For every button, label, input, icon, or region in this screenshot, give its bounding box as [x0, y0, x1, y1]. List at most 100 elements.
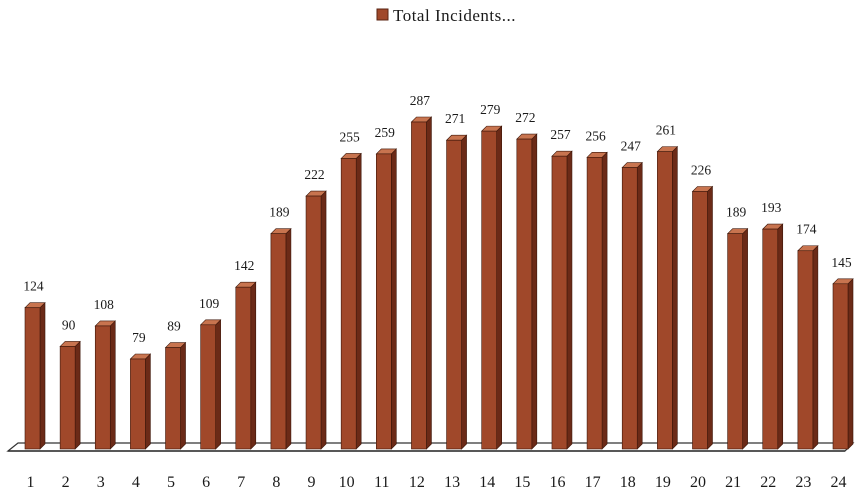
bar-3	[94, 320, 116, 450]
x-tick-19: 19	[655, 474, 671, 491]
data-label-11: 259	[375, 125, 396, 140]
data-label-12: 287	[410, 93, 431, 108]
bar-15	[516, 133, 538, 450]
data-label-4: 79	[132, 330, 146, 345]
bar-side	[180, 341, 186, 450]
bar-side	[707, 185, 713, 450]
bar-7	[235, 281, 257, 450]
x-tick-17: 17	[585, 474, 601, 491]
x-axis-tick-labels: 1 2 3 4 5 6 7 8 9 10 11 12 13 14 15 16 17 18 19 20 21 22 23 24	[27, 474, 847, 491]
bar-front	[165, 347, 181, 450]
bar-front	[551, 155, 568, 450]
bar-front	[305, 195, 322, 450]
x-tick-5: 5	[167, 474, 175, 491]
data-label-21: 189	[726, 205, 747, 220]
x-tick-2: 2	[62, 474, 70, 491]
data-label-2: 90	[62, 317, 76, 332]
bar-front	[340, 158, 357, 450]
bar-front	[446, 139, 462, 450]
data-label-23: 174	[796, 222, 817, 237]
bar-19	[656, 145, 679, 450]
x-tick-6: 6	[202, 474, 210, 491]
x-tick-24: 24	[831, 474, 847, 491]
x-tick-21: 21	[725, 474, 741, 491]
x-tick-15: 15	[514, 474, 530, 491]
data-label-8: 189	[269, 205, 290, 220]
bar-front	[797, 250, 814, 450]
x-tick-9: 9	[308, 474, 316, 491]
data-label-24: 145	[831, 255, 852, 270]
x-tick-4: 4	[132, 474, 140, 491]
bar-side	[74, 340, 81, 450]
data-label-14: 279	[480, 102, 501, 117]
x-tick-8: 8	[272, 474, 280, 491]
bar-12	[410, 116, 433, 450]
x-tick-22: 22	[760, 474, 776, 491]
bar-front	[692, 191, 708, 450]
bar-front	[94, 325, 111, 450]
x-tick-7: 7	[237, 474, 245, 491]
x-tick-3: 3	[97, 474, 105, 491]
bar-front	[481, 130, 497, 450]
x-tick-12: 12	[409, 474, 425, 491]
data-labels: 124 90 108 79 89 109 142 189 222 255 259 287 271 279 2…	[23, 93, 852, 345]
bar-side	[636, 161, 643, 450]
bar-side	[285, 227, 292, 450]
data-label-3: 108	[94, 297, 115, 312]
bar-side	[566, 150, 573, 450]
data-label-5: 89	[167, 319, 181, 334]
data-label-17: 256	[585, 128, 606, 143]
bar-side	[426, 116, 432, 450]
bar-front	[376, 153, 392, 450]
bar-5	[164, 341, 187, 450]
legend-label: Total Incidents...	[393, 6, 516, 25]
data-label-19: 261	[656, 123, 676, 138]
bar-side	[320, 190, 327, 450]
bar-10	[340, 152, 362, 450]
bar-side	[215, 319, 221, 450]
bar-front	[130, 358, 146, 450]
bar-side	[39, 301, 46, 450]
bar-front	[586, 157, 603, 450]
bar-21	[726, 227, 749, 450]
data-label-10: 255	[340, 129, 361, 144]
bar-9	[305, 190, 327, 450]
bar-1	[24, 301, 46, 450]
bar-side	[250, 281, 257, 450]
data-label-16: 257	[550, 127, 571, 142]
bar-side	[109, 320, 116, 450]
bar-side	[145, 353, 151, 450]
bar-side	[777, 223, 784, 450]
bar-side	[531, 133, 538, 450]
bar-side	[812, 245, 819, 450]
data-label-15: 272	[515, 110, 535, 125]
bar-23	[797, 245, 819, 450]
bar-side	[847, 278, 854, 450]
bar-side	[672, 145, 678, 450]
data-label-9: 222	[304, 167, 324, 182]
x-tick-23: 23	[795, 474, 811, 491]
bar-front	[727, 233, 743, 450]
bar-side	[391, 148, 397, 450]
bar-front	[200, 324, 216, 450]
bar-4	[129, 353, 152, 450]
bar-11	[375, 148, 398, 450]
x-tick-16: 16	[549, 474, 565, 491]
bar-13	[445, 134, 468, 450]
bar-side	[496, 125, 502, 450]
x-tick-20: 20	[690, 474, 706, 491]
data-label-13: 271	[445, 111, 465, 126]
data-label-6: 109	[199, 296, 220, 311]
data-label-7: 142	[234, 258, 254, 273]
bar-side	[742, 227, 748, 450]
bar-series	[24, 116, 854, 450]
bar-front	[621, 167, 638, 450]
bar-front	[516, 138, 533, 450]
bar-side	[601, 151, 608, 450]
bar-front	[657, 151, 673, 450]
bar-front	[270, 233, 287, 450]
bar-14	[480, 125, 503, 450]
bar-16	[551, 150, 573, 450]
bar-6	[199, 319, 222, 450]
